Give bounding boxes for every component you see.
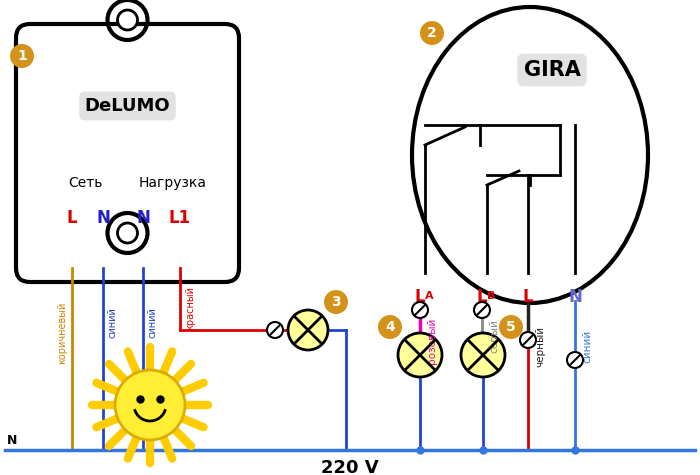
Circle shape xyxy=(267,322,283,338)
Text: 4: 4 xyxy=(385,320,395,334)
Text: N: N xyxy=(136,209,150,227)
Circle shape xyxy=(10,44,34,68)
Circle shape xyxy=(398,333,442,377)
Text: серый: серый xyxy=(489,319,499,353)
Text: 1: 1 xyxy=(17,49,27,63)
Circle shape xyxy=(378,315,402,339)
Circle shape xyxy=(118,10,137,30)
Circle shape xyxy=(288,310,328,350)
Circle shape xyxy=(567,352,583,368)
Text: L: L xyxy=(414,288,426,306)
Text: L: L xyxy=(523,288,533,306)
Text: L: L xyxy=(477,288,487,306)
Text: 220 V: 220 V xyxy=(321,459,379,475)
Text: N: N xyxy=(568,288,582,306)
Circle shape xyxy=(520,332,536,348)
Circle shape xyxy=(420,21,444,45)
Text: 3: 3 xyxy=(331,295,341,309)
Text: N: N xyxy=(96,209,110,227)
Circle shape xyxy=(324,290,348,314)
Text: 2: 2 xyxy=(427,26,437,40)
Circle shape xyxy=(461,333,505,377)
Text: B: B xyxy=(486,291,495,301)
Circle shape xyxy=(499,315,523,339)
Text: A: A xyxy=(425,291,433,301)
Circle shape xyxy=(115,370,185,440)
Text: Сеть: Сеть xyxy=(69,176,103,190)
FancyBboxPatch shape xyxy=(16,24,239,282)
Ellipse shape xyxy=(412,7,648,303)
Text: L: L xyxy=(66,209,77,227)
Text: красный: красный xyxy=(185,286,195,330)
Text: L1: L1 xyxy=(169,209,191,227)
Text: 5: 5 xyxy=(506,320,516,334)
Text: розовый: розовый xyxy=(427,318,437,364)
Text: синий: синий xyxy=(582,329,592,362)
Text: GIRA: GIRA xyxy=(524,60,580,80)
Circle shape xyxy=(118,223,137,243)
Text: Нагрузка: Нагрузка xyxy=(139,176,206,190)
Text: коричневый: коричневый xyxy=(57,302,67,364)
Text: черный: черный xyxy=(535,325,545,367)
Text: синий: синий xyxy=(148,308,158,338)
Circle shape xyxy=(474,302,490,318)
Text: N: N xyxy=(7,434,18,446)
Text: DeLUMO: DeLUMO xyxy=(85,97,170,115)
Text: синий: синий xyxy=(108,308,118,338)
Circle shape xyxy=(412,302,428,318)
